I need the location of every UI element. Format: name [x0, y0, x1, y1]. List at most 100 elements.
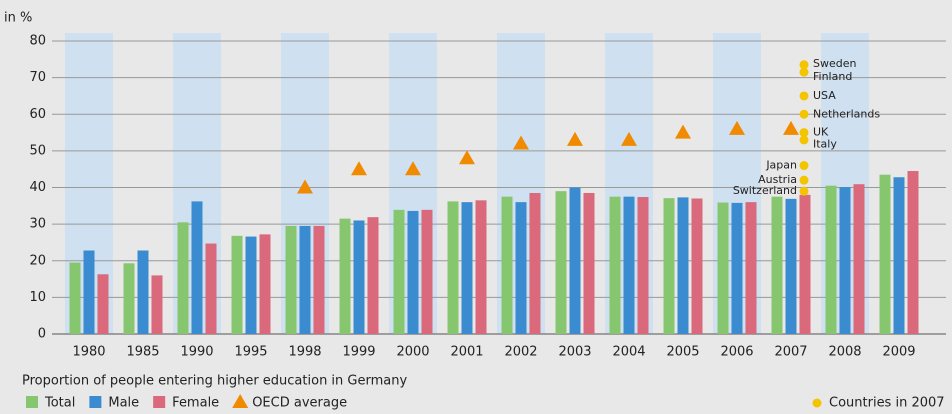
oecd-marker — [351, 161, 367, 176]
oecd-marker — [513, 135, 529, 150]
x-tick-label: 2007 — [774, 345, 807, 360]
country-label: Italy — [813, 138, 837, 151]
country-dot — [799, 135, 809, 145]
legend-label: Male — [108, 396, 139, 411]
y-tick-label: 0 — [38, 327, 46, 342]
country-dot — [799, 128, 809, 138]
bar — [609, 196, 621, 334]
oecd-marker — [567, 131, 583, 146]
legend-label: Countries in 2007 — [829, 396, 945, 411]
x-tick-label: 2001 — [450, 345, 483, 360]
x-tick-label: 2006 — [720, 345, 753, 360]
oecd-marker — [675, 124, 691, 139]
country-label: Finland — [813, 70, 852, 83]
country-dot — [799, 67, 809, 77]
country-dot — [799, 161, 809, 171]
bar — [745, 202, 757, 334]
bar — [717, 202, 729, 334]
x-tick-label: 1980 — [72, 345, 105, 360]
bar — [691, 198, 703, 334]
x-tick-label: 2000 — [396, 345, 429, 360]
legend-label: Female — [172, 396, 219, 411]
oecd-marker — [459, 150, 475, 165]
x-tick-label: 2003 — [558, 345, 591, 360]
legend-symbol — [89, 396, 102, 408]
bar — [839, 187, 851, 334]
x-tick-label: 2002 — [504, 345, 537, 360]
bar — [475, 200, 487, 334]
bar — [879, 174, 891, 334]
bar — [515, 202, 527, 334]
country-dot — [799, 91, 809, 101]
oecd-marker — [783, 120, 799, 135]
legend-symbol — [812, 398, 822, 408]
country-label: Austria — [758, 173, 797, 186]
x-tick-label: 2004 — [612, 345, 645, 360]
legend-symbol — [153, 396, 166, 408]
x-tick-label: 2009 — [882, 345, 915, 360]
oecd-marker — [405, 161, 421, 176]
oecd-marker — [297, 179, 313, 194]
oecd-marker — [621, 131, 637, 146]
bar — [191, 201, 203, 334]
x-tick-label: 2008 — [828, 345, 861, 360]
x-tick-label: 1999 — [342, 345, 375, 360]
country-label: Sweden — [813, 57, 856, 70]
bar — [177, 222, 189, 334]
bar — [313, 225, 325, 334]
caption: Proportion of people entering higher edu… — [22, 374, 407, 389]
bar — [285, 225, 297, 334]
country-dot — [799, 60, 809, 70]
bar — [83, 250, 95, 334]
x-tick-label: 1995 — [234, 345, 267, 360]
y-tick-label: 50 — [29, 143, 46, 158]
bar — [907, 171, 919, 334]
country-label: USA — [813, 89, 836, 102]
bar — [353, 220, 365, 334]
bar — [447, 201, 459, 334]
country-label: Switzerland — [733, 184, 797, 197]
x-tick-label: 1998 — [288, 345, 321, 360]
bar — [421, 209, 433, 334]
legend-symbol — [232, 394, 249, 408]
bar — [123, 263, 135, 334]
bar — [893, 177, 905, 334]
bar — [339, 218, 351, 334]
bar — [555, 191, 567, 334]
country-dot — [799, 109, 809, 119]
bar — [205, 243, 217, 334]
bar — [299, 225, 311, 334]
bar — [69, 262, 81, 334]
bar — [799, 194, 811, 334]
bar — [853, 184, 865, 334]
legend-label: OECD average — [252, 396, 347, 411]
bar — [663, 198, 675, 334]
bar — [623, 196, 635, 334]
bar — [785, 198, 797, 334]
country-dot — [799, 175, 809, 185]
bar — [501, 196, 513, 334]
legend-symbol — [26, 396, 38, 408]
bar — [731, 202, 743, 334]
bar — [231, 235, 243, 334]
y-tick-label: 60 — [29, 107, 46, 122]
country-label: UK — [813, 126, 829, 139]
bar — [637, 197, 649, 334]
bar — [151, 275, 163, 334]
x-tick-label: 1985 — [126, 345, 159, 360]
bar — [825, 185, 837, 334]
bar — [97, 274, 109, 334]
country-label: Netherlands — [813, 107, 880, 120]
y-tick-label: 70 — [29, 70, 46, 85]
y-axis-label: in % — [4, 11, 32, 26]
legend-label: Total — [44, 396, 75, 411]
bar — [407, 210, 419, 334]
y-tick-label: 10 — [29, 290, 46, 305]
y-tick-label: 80 — [29, 34, 46, 49]
bar — [461, 202, 473, 334]
bar — [677, 197, 689, 334]
bar — [259, 234, 271, 334]
bar — [771, 196, 783, 334]
x-tick-label: 2005 — [666, 345, 699, 360]
